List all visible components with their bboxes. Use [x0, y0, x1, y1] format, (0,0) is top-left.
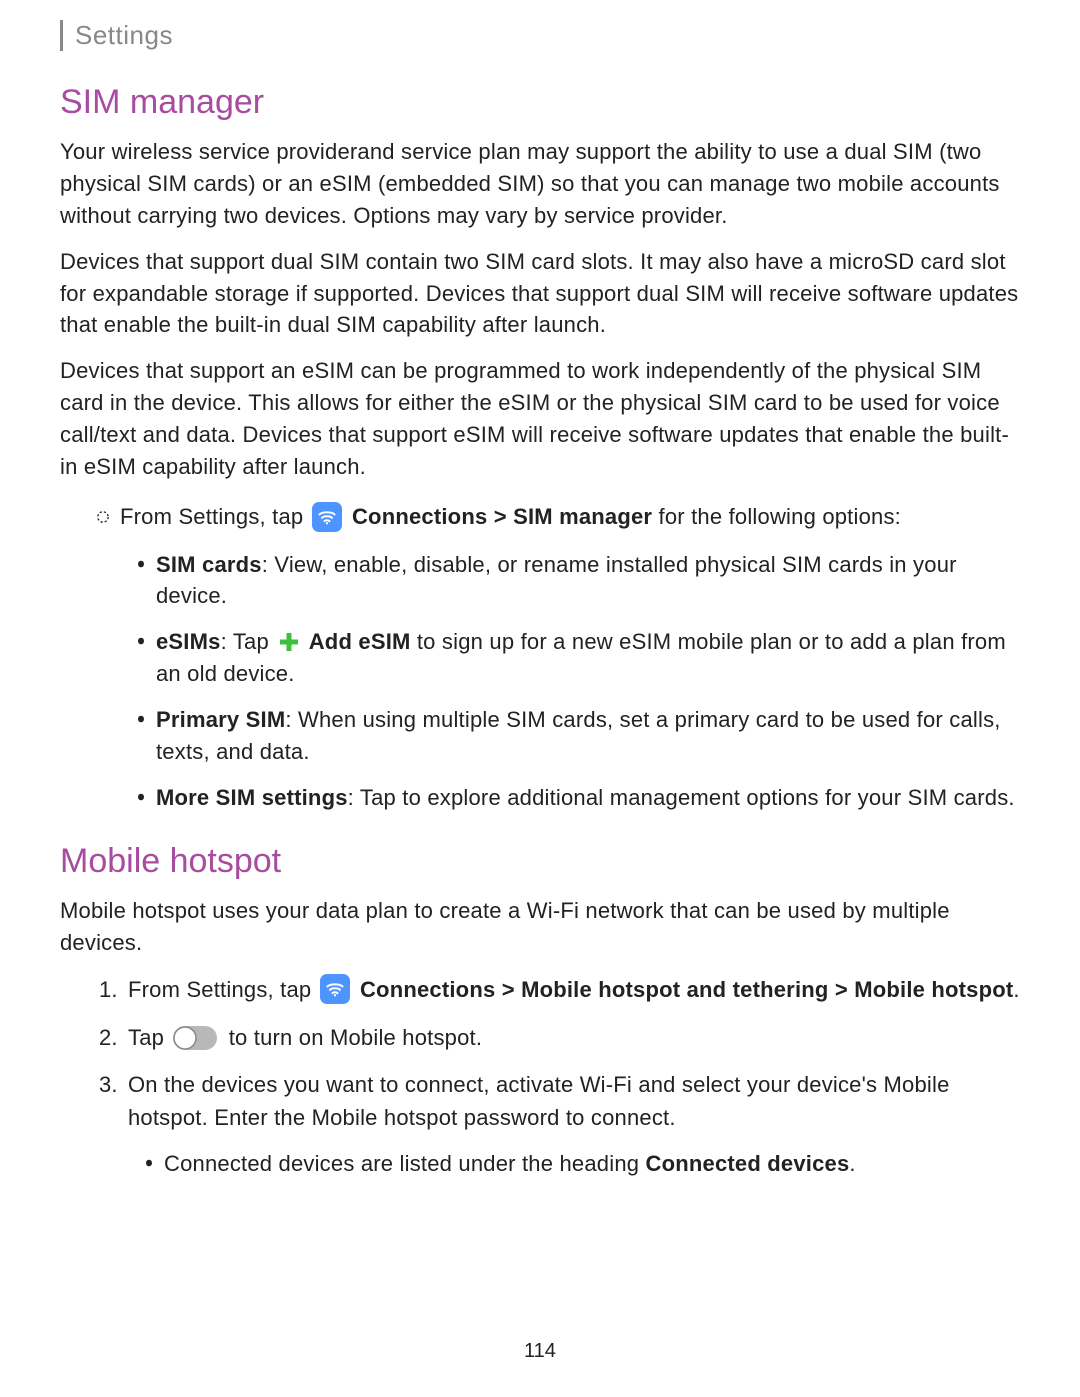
- step3-sub-suffix: .: [849, 1151, 855, 1176]
- dot-bullet-icon: [138, 638, 144, 645]
- step1-suffix: .: [1013, 977, 1019, 1002]
- hotspot-step-3: On the devices you want to connect, acti…: [124, 1068, 1020, 1180]
- sim-nav-path: Connections > SIM manager: [346, 504, 653, 529]
- option-esims-text: eSIMs: Tap Add eSIM to sign up for a new…: [156, 626, 1020, 690]
- page: Settings SIM manager Your wireless servi…: [0, 0, 1080, 1397]
- step3-sub: Connected devices are listed under the h…: [146, 1148, 1020, 1180]
- step1-path: Connections > Mobile hotspot and tetheri…: [354, 977, 1014, 1002]
- sim-manager-p2: Devices that support dual SIM contain tw…: [60, 246, 1020, 342]
- sim-manager-p3: Devices that support an eSIM can be prog…: [60, 355, 1020, 483]
- option-sim-cards-desc: : View, enable, disable, or rename insta…: [156, 552, 957, 609]
- sim-nav-text: From Settings, tap Connections > SIM man…: [120, 501, 901, 535]
- circle-bullet-icon: [96, 510, 110, 524]
- option-sim-cards-text: SIM cards: View, enable, disable, or ren…: [156, 549, 1020, 613]
- option-sim-cards: SIM cards: View, enable, disable, or ren…: [138, 549, 1020, 613]
- header-rule: Settings: [60, 20, 1020, 51]
- dot-bullet-icon: [146, 1160, 152, 1167]
- option-esims-prefix: : Tap: [221, 629, 276, 654]
- mobile-hotspot-intro: Mobile hotspot uses your data plan to cr…: [60, 895, 1020, 959]
- option-more-sim-text: More SIM settings: Tap to explore additi…: [156, 782, 1015, 814]
- step1-prefix: From Settings, tap: [128, 977, 318, 1002]
- plus-icon: [277, 630, 301, 654]
- option-primary-sim-label: Primary SIM: [156, 707, 285, 732]
- option-sim-cards-label: SIM cards: [156, 552, 262, 577]
- connections-icon: [320, 974, 350, 1004]
- step3-sub-prefix: Connected devices are listed under the h…: [164, 1151, 646, 1176]
- step3-sub-text: Connected devices are listed under the h…: [164, 1148, 856, 1180]
- sim-nav-item: From Settings, tap Connections > SIM man…: [96, 501, 1020, 535]
- option-esims-action: Add eSIM: [303, 629, 410, 654]
- step2-prefix: Tap: [128, 1025, 170, 1050]
- option-more-sim: More SIM settings: Tap to explore additi…: [138, 782, 1020, 814]
- dot-bullet-icon: [138, 560, 144, 567]
- dot-bullet-icon: [138, 794, 144, 801]
- connections-icon: [312, 502, 342, 532]
- option-primary-sim: Primary SIM: When using multiple SIM car…: [138, 704, 1020, 768]
- hotspot-step-1: From Settings, tap Connections > Mobile …: [124, 973, 1020, 1008]
- sim-nav-suffix: for the following options:: [652, 504, 901, 529]
- step3-text: On the devices you want to connect, acti…: [128, 1072, 950, 1130]
- mobile-hotspot-title: Mobile hotspot: [60, 842, 1020, 881]
- step2-suffix: to turn on Mobile hotspot.: [222, 1025, 482, 1050]
- step3-sub-strong: Connected devices: [646, 1151, 850, 1176]
- sim-nav-prefix: From Settings, tap: [120, 504, 310, 529]
- sim-manager-title: SIM manager: [60, 83, 1020, 122]
- hotspot-steps: From Settings, tap Connections > Mobile …: [60, 973, 1020, 1181]
- sim-manager-p1: Your wireless service providerand servic…: [60, 136, 1020, 232]
- option-more-sim-label: More SIM settings: [156, 785, 348, 810]
- dot-bullet-icon: [138, 716, 144, 723]
- option-more-sim-desc: : Tap to explore additional management o…: [348, 785, 1015, 810]
- page-number: 114: [0, 1340, 1080, 1363]
- option-esims: eSIMs: Tap Add eSIM to sign up for a new…: [138, 626, 1020, 690]
- header-breadcrumb: Settings: [75, 20, 173, 50]
- option-primary-sim-text: Primary SIM: When using multiple SIM car…: [156, 704, 1020, 768]
- hotspot-step-2: Tap to turn on Mobile hotspot.: [124, 1021, 1020, 1054]
- option-esims-label: eSIMs: [156, 629, 221, 654]
- toggle-icon: [172, 1025, 218, 1051]
